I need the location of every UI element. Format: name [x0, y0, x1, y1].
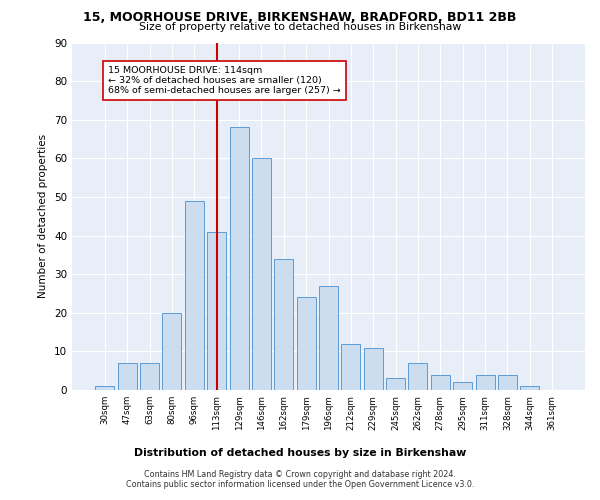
Bar — [319, 286, 338, 390]
Bar — [207, 232, 226, 390]
Bar — [341, 344, 361, 390]
Text: Contains HM Land Registry data © Crown copyright and database right 2024.: Contains HM Land Registry data © Crown c… — [144, 470, 456, 479]
Bar — [274, 258, 293, 390]
Text: Size of property relative to detached houses in Birkenshaw: Size of property relative to detached ho… — [139, 22, 461, 32]
Bar — [498, 374, 517, 390]
Bar — [118, 363, 137, 390]
Bar — [476, 374, 494, 390]
Text: Contains public sector information licensed under the Open Government Licence v3: Contains public sector information licen… — [126, 480, 474, 489]
Bar — [230, 128, 248, 390]
Bar — [163, 313, 181, 390]
Bar — [431, 374, 450, 390]
Bar — [453, 382, 472, 390]
Bar — [185, 201, 204, 390]
Bar — [252, 158, 271, 390]
Text: 15 MOORHOUSE DRIVE: 114sqm
← 32% of detached houses are smaller (120)
68% of sem: 15 MOORHOUSE DRIVE: 114sqm ← 32% of deta… — [108, 66, 341, 96]
Text: Distribution of detached houses by size in Birkenshaw: Distribution of detached houses by size … — [134, 448, 466, 458]
Bar — [296, 298, 316, 390]
Bar — [364, 348, 383, 390]
Y-axis label: Number of detached properties: Number of detached properties — [38, 134, 49, 298]
Bar — [520, 386, 539, 390]
Bar — [386, 378, 405, 390]
Bar — [95, 386, 115, 390]
Text: 15, MOORHOUSE DRIVE, BIRKENSHAW, BRADFORD, BD11 2BB: 15, MOORHOUSE DRIVE, BIRKENSHAW, BRADFOR… — [83, 11, 517, 24]
Bar — [409, 363, 427, 390]
Bar — [140, 363, 159, 390]
